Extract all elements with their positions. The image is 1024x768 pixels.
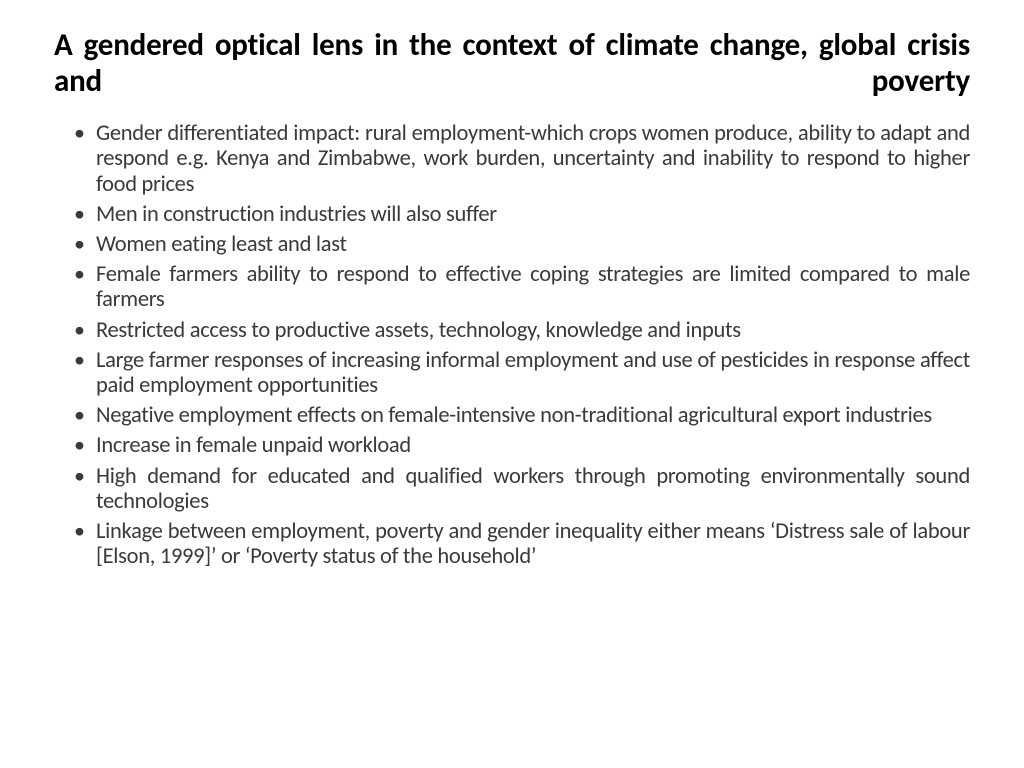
- slide-container: A gendered optical lens in the context o…: [0, 0, 1024, 768]
- bullet-item: Linkage between employment, poverty and …: [54, 519, 970, 569]
- bullet-item: Female farmers ability to respond to eff…: [54, 262, 970, 312]
- bullet-item: Women eating least and last: [54, 232, 970, 257]
- bullet-item: Gender differentiated impact: rural empl…: [54, 121, 970, 197]
- slide-title: A gendered optical lens in the context o…: [54, 28, 970, 99]
- bullet-item: High demand for educated and qualified w…: [54, 464, 970, 514]
- bullet-list: Gender differentiated impact: rural empl…: [54, 121, 970, 569]
- bullet-item: Men in construction industries will also…: [54, 202, 970, 227]
- bullet-item: Negative employment effects on female-in…: [54, 403, 970, 428]
- bullet-item: Restricted access to productive assets, …: [54, 318, 970, 343]
- bullet-item: Increase in female unpaid workload: [54, 433, 970, 458]
- bullet-item: Large farmer responses of increasing inf…: [54, 348, 970, 398]
